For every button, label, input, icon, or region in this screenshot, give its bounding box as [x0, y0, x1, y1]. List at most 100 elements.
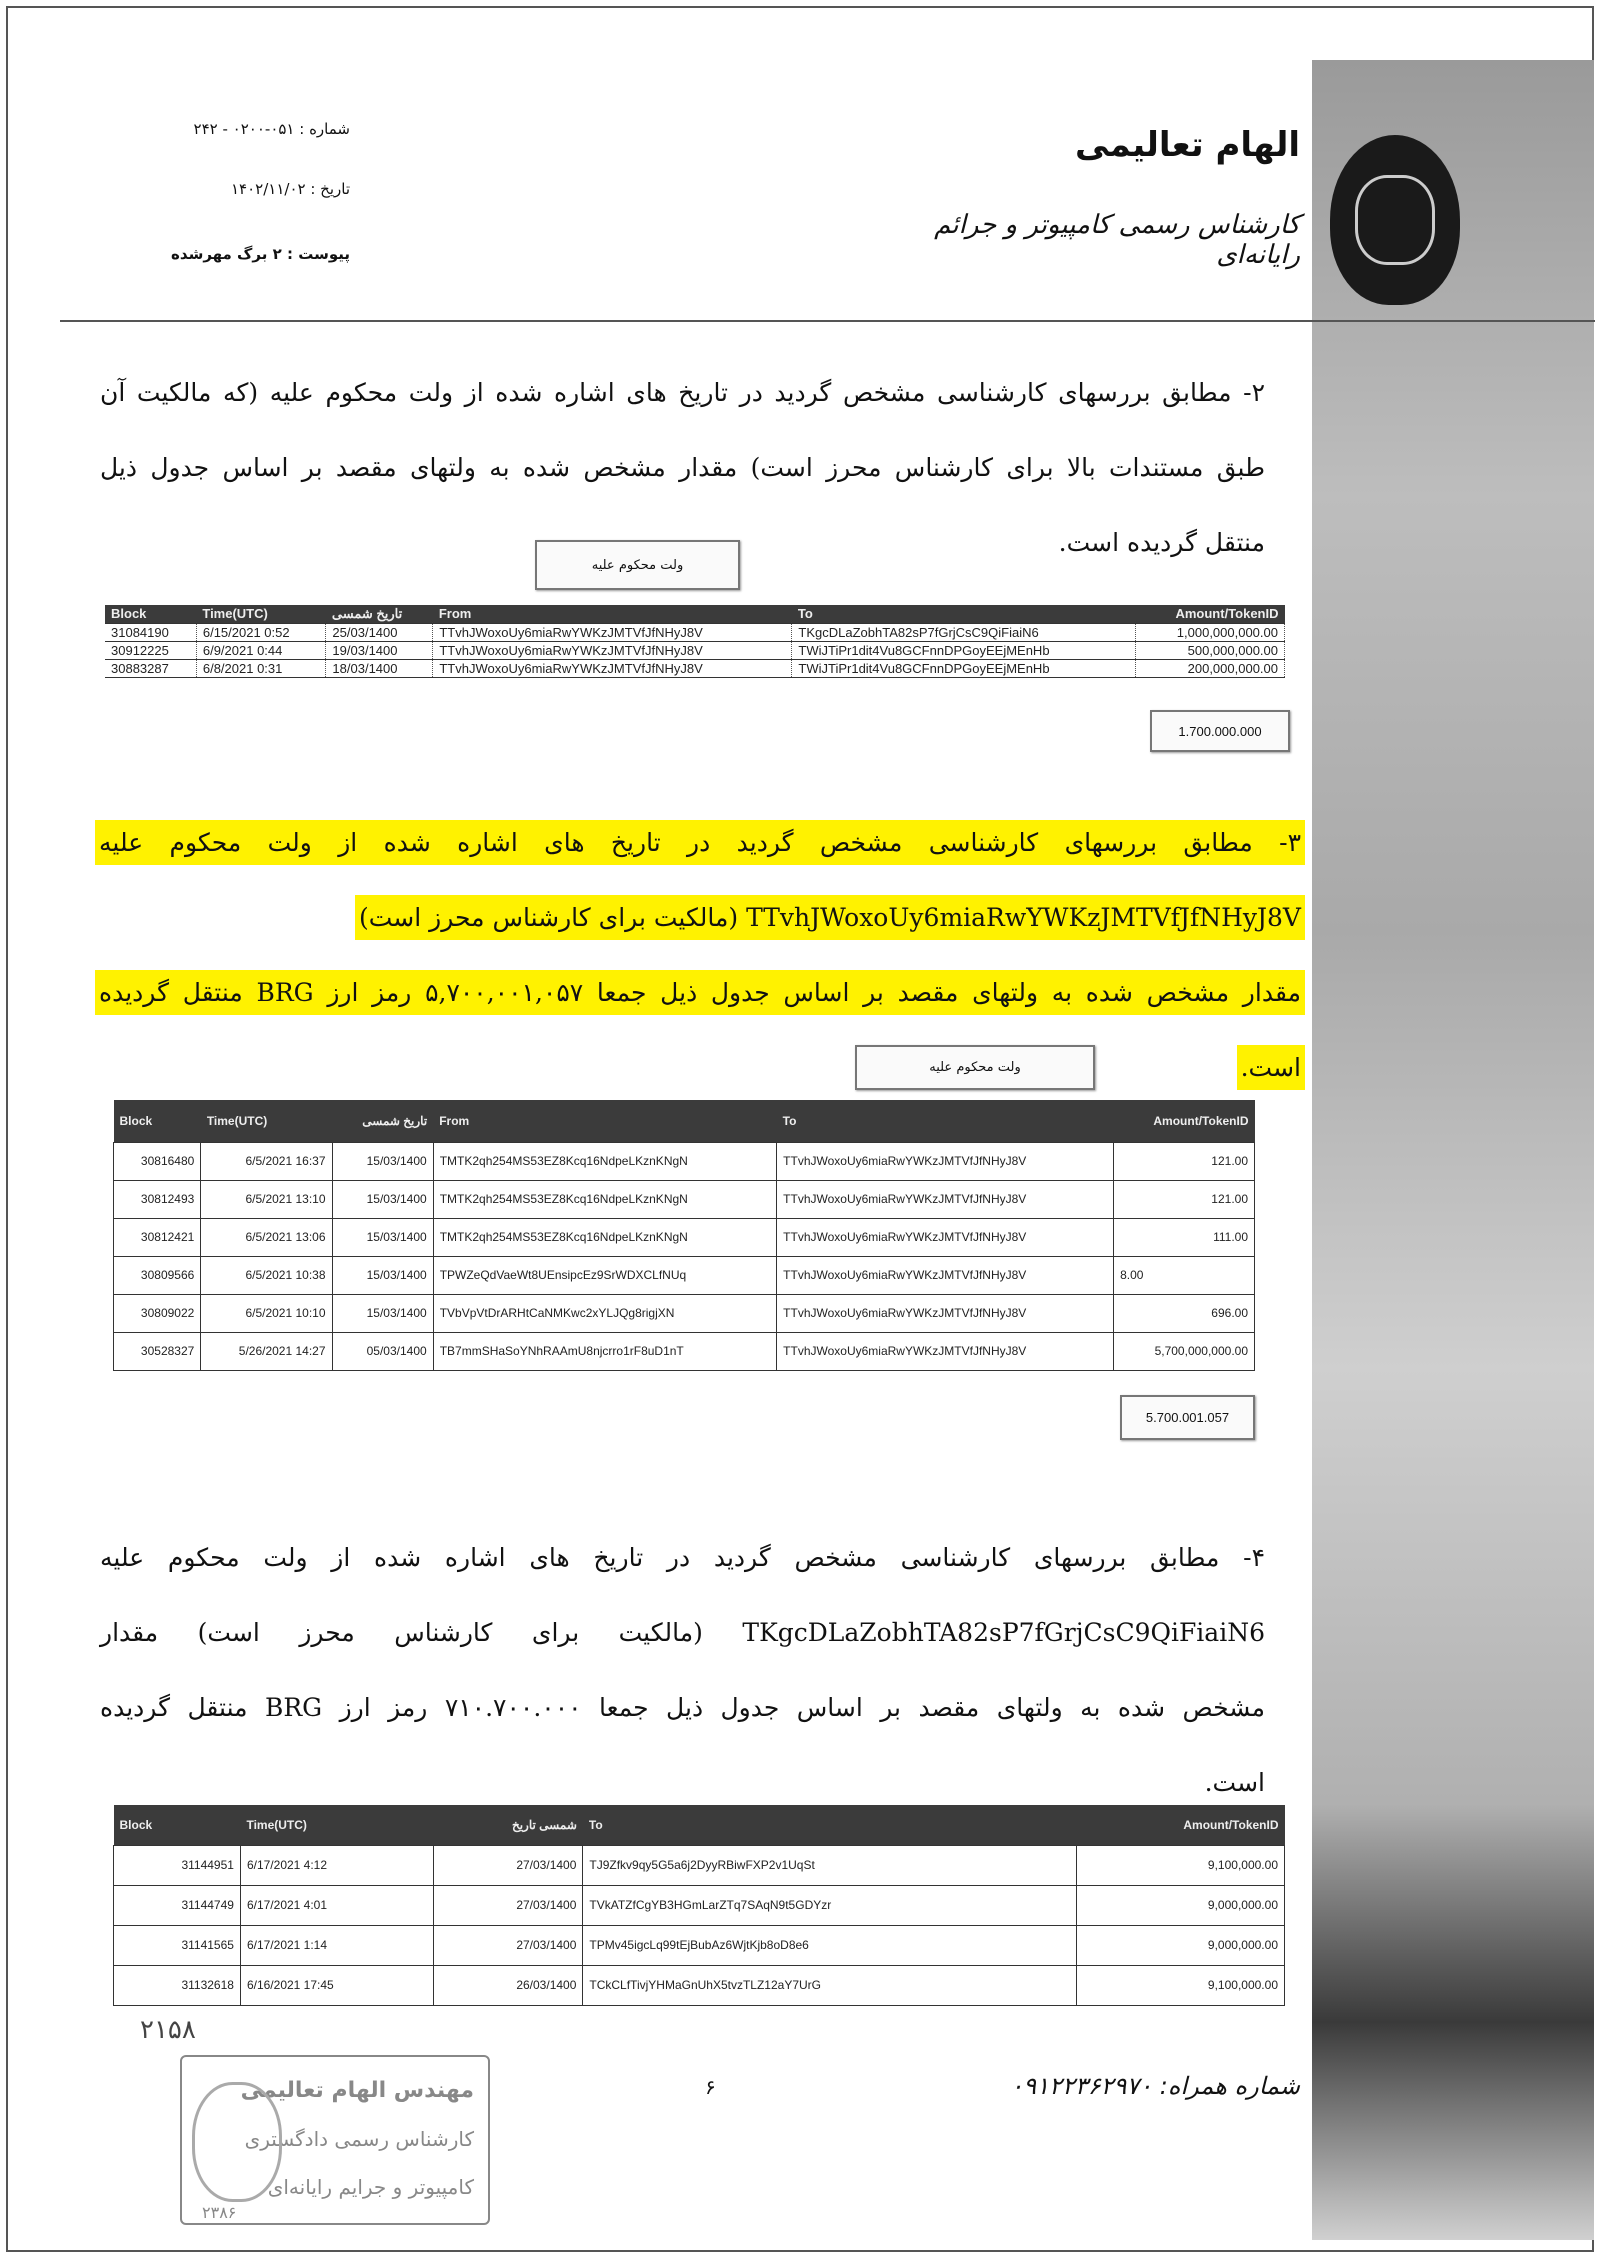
table-cell: 9,000,000.00 — [1076, 1924, 1285, 1966]
table-cell: 26/03/1400 — [433, 1964, 584, 2006]
table-row: 30812421 6/5/2021 13:06 15/03/1400 TMTK2qh2… — [112, 1217, 1255, 1257]
table-row: 30816480 6/5/2021 16:37 15/03/1400 TMTK2qh2… — [112, 1141, 1255, 1181]
table-cell: 696.00 — [1113, 1293, 1255, 1333]
table-cell: 6/5/2021 10:38 — [200, 1255, 333, 1295]
table-row: 31144749 6/17/2021 4:01 27/03/1400 TVkATZfC… — [113, 1884, 1285, 1926]
table-header-cell: To — [791, 605, 1136, 623]
table-cell: 31144749 — [113, 1884, 241, 1926]
text-line: مشخص شده به ولتهای مقصد بر اساس جدول ذیل… — [100, 1693, 1265, 1722]
text-line: منتقل گردیده است. — [1058, 528, 1265, 557]
section-3-wallet-label: ولت محکوم علیه — [855, 1045, 1095, 1090]
table-cell: 6/17/2021 4:12 — [239, 1844, 435, 1886]
table-cell: 6/15/2021 0:52 — [196, 622, 327, 642]
table-cell: 121.00 — [1113, 1179, 1255, 1219]
table-cell: TWiJTiPr1dit4Vu8GCFnnDPGoyEEjMEnHb — [791, 640, 1136, 660]
section-4-text: ۴- مطابق بررسهای کارشناسی مشخص گردید در … — [100, 1520, 1265, 1820]
table-header-cell: To — [776, 1100, 1114, 1142]
section-4-table: Block Time(UTC) شمسی تاریخ To Amount/TokenID… — [113, 1805, 1285, 2006]
table-cell: 9,000,000.00 — [1076, 1884, 1285, 1926]
mobile-number: شماره همراه: ۰۹۱۲۲۳۶۲۹۷۰ — [1010, 2072, 1300, 2100]
table-header-cell: Time(UTC) — [200, 1100, 333, 1142]
table-cell: TTvhJWoxoUy6miaRwYWKzJMTVfJfNHyJ8V — [432, 640, 793, 660]
table-cell: 30528327 — [112, 1331, 202, 1371]
section-2-wallet-label: ولت محکوم علیه — [535, 540, 740, 590]
table-cell: 6/5/2021 13:10 — [200, 1179, 333, 1219]
table-cell: 30812421 — [112, 1217, 202, 1257]
table-header-cell: Amount/TokenID — [1135, 605, 1285, 623]
table-cell: 6/17/2021 4:01 — [239, 1884, 435, 1926]
table-header-cell: Time(UTC) — [196, 605, 326, 623]
table-cell: 121.00 — [1113, 1141, 1255, 1181]
table-cell: 18/03/1400 — [325, 658, 434, 678]
text-line: ۳- مطابق بررسهای کارشناسی مشخص گردید در … — [95, 805, 1305, 880]
table-cell: 15/03/1400 — [331, 1217, 434, 1257]
table-header-cell: شمسی تاریخ — [433, 1805, 583, 1845]
table-cell: 30809022 — [112, 1293, 202, 1333]
table-row: 30883287 6/8/2021 0:31 18/03/1400 TTvhJWoxo… — [105, 658, 1286, 678]
table-cell: TTvhJWoxoUy6miaRwYWKzJMTVfJfNHyJ8V — [776, 1179, 1115, 1219]
table-cell: TTvhJWoxoUy6miaRwYWKzJMTVfJfNHyJ8V — [776, 1293, 1115, 1333]
table-cell: TJ9Zfkv9qy5G5a6j2DyyRBiwFXP2v1UqSt — [582, 1844, 1078, 1886]
letter-attachment: پیوست : ۲ برگ مهرشده — [171, 245, 350, 263]
table-header-cell: Block — [113, 1100, 201, 1142]
table-cell: TB7mmSHaSoYNhRAAmU8njcrro1rF8uD1nT — [432, 1331, 778, 1371]
handwritten-number: ۲۱۵۸ — [140, 2015, 196, 2045]
table-row: 30809022 6/5/2021 10:10 15/03/1400 TVbVpVtD… — [112, 1293, 1255, 1333]
table-header-cell: Time(UTC) — [240, 1805, 434, 1845]
table-cell: 6/17/2021 1:14 — [239, 1924, 435, 1966]
table-row: 31144951 6/17/2021 4:12 27/03/1400 TJ9Zfkv9… — [113, 1844, 1285, 1886]
table-cell: 27/03/1400 — [433, 1844, 584, 1886]
table-cell: TTvhJWoxoUy6miaRwYWKzJMTVfJfNHyJ8V — [776, 1141, 1115, 1181]
text-line: ۲- مطابق بررسهای کارشناسی مشخص گردید در … — [100, 378, 1265, 407]
table-cell: 5/26/2021 14:27 — [200, 1331, 333, 1371]
section-3-text: ۳- مطابق بررسهای کارشناسی مشخص گردید در … — [95, 805, 1305, 1105]
table-header-cell: Block — [105, 605, 197, 623]
table-cell: TMTK2qh254MS53EZ8Kcq16NdpeLKznKNgN — [432, 1141, 778, 1181]
table-cell: 9,100,000.00 — [1076, 1964, 1285, 2006]
text-line: است. — [95, 1030, 1305, 1105]
text-line: مقدار مشخص شده به ولتهای مقصد بر اساس جد… — [95, 955, 1305, 1030]
text-line: TTvhJWoxoUy6miaRwYWKzJMTVfJfNHyJ8V (مالک… — [95, 880, 1305, 955]
table-cell: TPWZeQdVaeWt8UEnsipcEz9SrWDXCLfNUq — [432, 1255, 778, 1295]
table-cell: TTvhJWoxoUy6miaRwYWKzJMTVfJfNHyJ8V — [776, 1255, 1115, 1295]
table-header-cell: Amount/TokenID — [1113, 1100, 1255, 1142]
judiciary-emblem-icon — [1330, 135, 1460, 305]
table-row: 30809566 6/5/2021 10:38 15/03/1400 TPWZeQdV… — [112, 1255, 1255, 1295]
table-row: 31132618 6/16/2021 17:45 26/03/1400 TCkCLfT… — [113, 1964, 1285, 2006]
table-cell: 30812493 — [112, 1179, 202, 1219]
table-header-cell: From — [433, 1100, 777, 1142]
table-header-cell: تاریخ شمسی — [332, 1100, 434, 1142]
table-cell: 31132618 — [113, 1964, 241, 2006]
table-cell: TTvhJWoxoUy6miaRwYWKzJMTVfJfNHyJ8V — [776, 1217, 1115, 1257]
table-header-cell: Block — [113, 1805, 241, 1845]
table-cell: TMTK2qh254MS53EZ8Kcq16NdpeLKznKNgN — [432, 1217, 778, 1257]
table-cell: TWiJTiPr1dit4Vu8GCFnnDPGoyEEjMEnHb — [791, 658, 1136, 678]
table-cell: 6/5/2021 10:10 — [200, 1293, 333, 1333]
table-cell: 15/03/1400 — [331, 1293, 434, 1333]
expert-name: الهام تعالیمی — [1075, 125, 1300, 165]
table-cell: 27/03/1400 — [433, 1884, 584, 1926]
table-cell: 30809566 — [112, 1255, 202, 1295]
stamp-seal-icon — [192, 2082, 282, 2202]
table-cell: 15/03/1400 — [331, 1179, 434, 1219]
table-header-row: Block Time(UTC) شمسی تاریخ To Amount/TokenID — [113, 1805, 1285, 1845]
table-cell: TTvhJWoxoUy6miaRwYWKzJMTVfJfNHyJ8V — [432, 658, 793, 678]
table-cell: 05/03/1400 — [331, 1331, 434, 1371]
text-line: است. — [1204, 1768, 1265, 1797]
table-cell: 6/9/2021 0:44 — [196, 640, 327, 660]
table-cell: 200,000,000.00 — [1135, 658, 1286, 678]
expert-title: کارشناس رسمی کامپیوتر و جرائم رایانه‌ای — [934, 210, 1300, 270]
text-line: ۴- مطابق بررسهای کارشناسی مشخص گردید در … — [100, 1543, 1265, 1572]
table-cell: TKgcDLaZobhTA82sP7fGrjCsC9QiFiaiN6 — [791, 622, 1136, 642]
table-cell: 6/8/2021 0:31 — [196, 658, 327, 678]
table-header-cell: تاریخ شمسی — [325, 605, 433, 623]
section-3-total: 5.700.001.057 — [1120, 1395, 1255, 1440]
table-cell: 111.00 — [1113, 1217, 1255, 1257]
table-cell: 6/5/2021 13:06 — [200, 1217, 333, 1257]
section-2-total: 1.700.000.000 — [1150, 710, 1290, 752]
table-cell: 25/03/1400 — [325, 622, 434, 642]
table-cell: 27/03/1400 — [433, 1924, 584, 1966]
table-cell: TPMv45igcLq99tEjBubAz6WjtKjb8oD8e6 — [582, 1924, 1078, 1966]
table-cell: TMTK2qh254MS53EZ8Kcq16NdpeLKznKNgN — [432, 1179, 778, 1219]
table-cell: 19/03/1400 — [325, 640, 434, 660]
